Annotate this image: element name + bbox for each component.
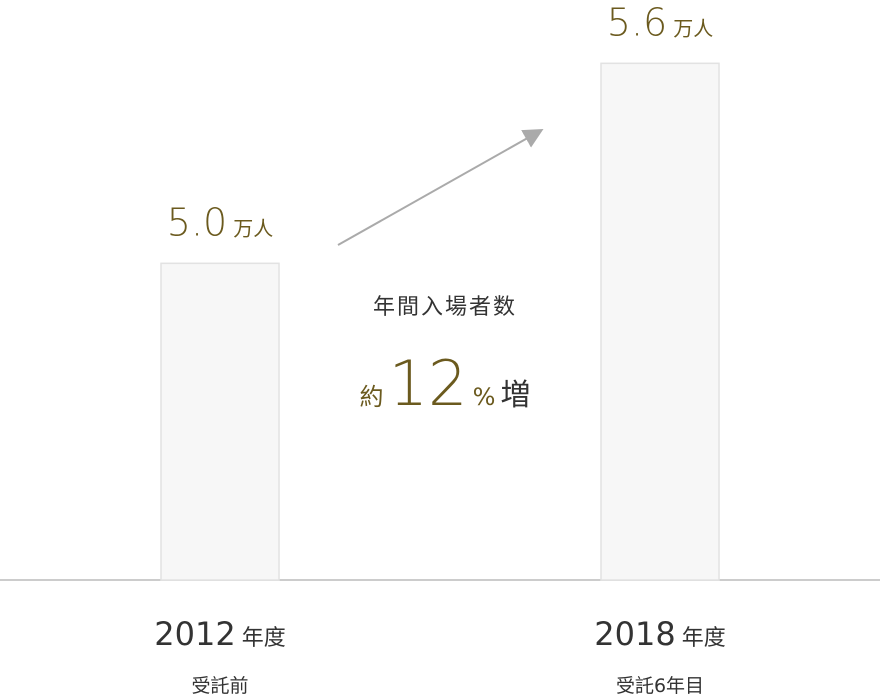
value-label: 5.0 万人 — [167, 200, 273, 244]
value-unit: 万人 — [233, 216, 273, 240]
category-unit: 年度 — [682, 626, 726, 651]
annotation-unit: % — [473, 383, 496, 411]
category-label: 2012 年度 — [154, 615, 285, 653]
value-number: 5.6 — [607, 0, 667, 44]
annotation-value: 約 12 % 増 — [360, 347, 531, 420]
category-year: 2012 — [154, 615, 235, 653]
category-sublabel: 受託前 — [191, 675, 248, 695]
value-label: 5.6 万人 — [607, 0, 713, 44]
bar — [600, 62, 720, 581]
category-year: 2018 — [594, 615, 675, 653]
bar — [160, 262, 280, 581]
category-label: 2018 年度 — [594, 615, 725, 653]
annotation-number: 12 — [389, 347, 468, 420]
category-unit: 年度 — [242, 626, 286, 651]
annotation-label: 年間入場者数 — [373, 295, 517, 320]
annotation-suffix: 増 — [501, 378, 531, 413]
value-unit: 万人 — [673, 16, 713, 40]
value-number: 5.0 — [167, 200, 227, 244]
growth-arrow — [337, 129, 544, 246]
annotation-prefix: 約 — [360, 383, 384, 411]
category-sublabel: 受託6年目 — [616, 675, 704, 695]
